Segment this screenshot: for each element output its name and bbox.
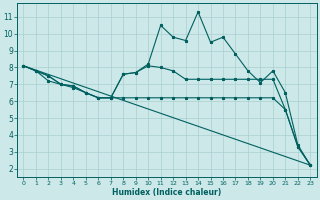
X-axis label: Humidex (Indice chaleur): Humidex (Indice chaleur) — [112, 188, 221, 197]
